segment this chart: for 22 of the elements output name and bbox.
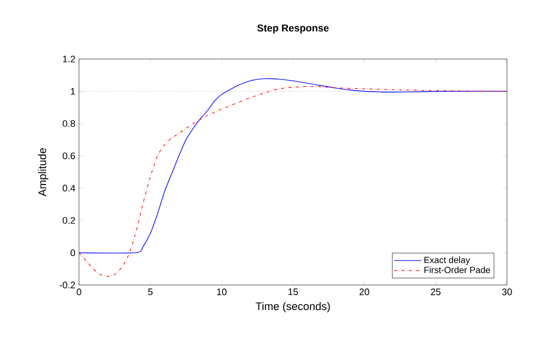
x-axis-title: Time (seconds) [256,302,330,312]
y-tick-label: -0.2 [60,282,76,288]
x-tick-label: 25 [430,288,441,296]
x-tick-label: 5 [148,288,153,296]
x-tick-label: 30 [502,288,512,296]
legend-label: First-Order Pade [424,266,490,274]
chart-title: Step Response [257,24,329,34]
y-tick-label: 0.6 [62,152,76,160]
y-tick-label: 1 [70,88,76,95]
line-series [79,86,508,277]
line-series [79,78,508,254]
x-tick-label: 20 [360,288,370,296]
x-tick-label: 10 [217,288,227,296]
legend-label: Exact delay [424,256,470,265]
x-tick-label: 0 [76,288,82,296]
y-tick-label: 1.2 [63,56,76,62]
y-tick-label: 0.8 [62,120,76,127]
y-tick-label: 0 [70,249,76,256]
y-tick-label: 0.2 [62,217,76,224]
y-axis-title: Amplitude [38,148,48,196]
x-tick-label: 15 [288,288,298,296]
y-tick-label: 0.4 [62,184,76,192]
